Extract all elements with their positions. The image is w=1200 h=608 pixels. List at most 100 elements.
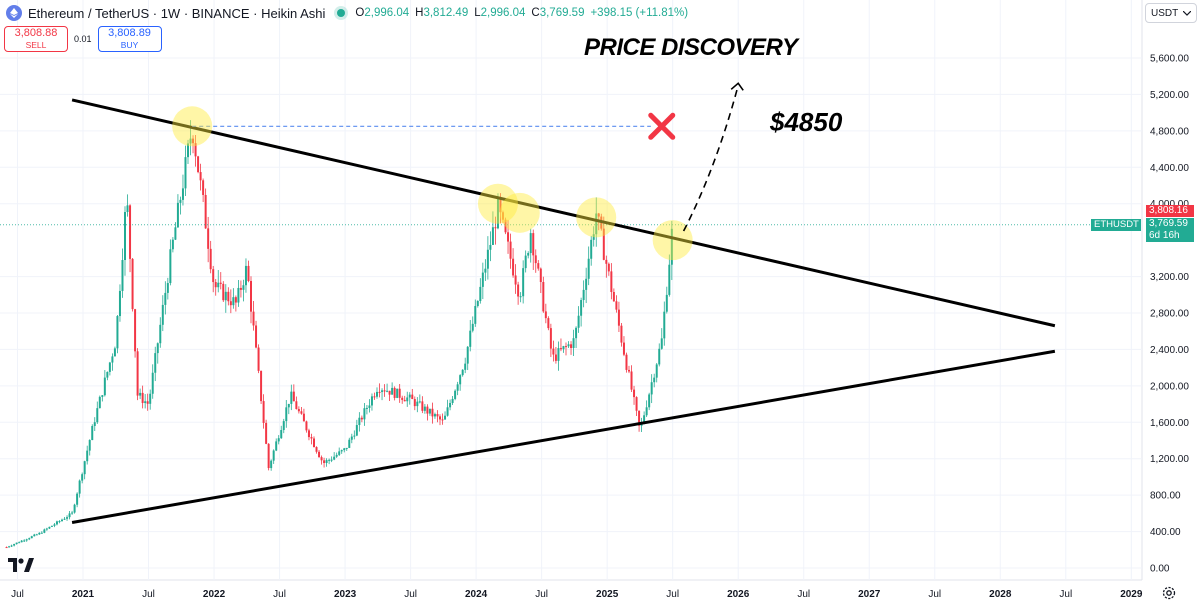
candle-body — [68, 513, 71, 518]
candle-body — [333, 456, 336, 460]
candle-body — [406, 397, 409, 402]
candle-body — [194, 143, 197, 157]
candle-body — [224, 291, 227, 301]
candle-body — [252, 311, 255, 326]
candle-body — [176, 202, 179, 228]
ohlc-high-value: 3,812.49 — [423, 7, 469, 19]
highlight-circle — [477, 183, 518, 224]
price-tick-label: 2,000.00 — [1150, 381, 1189, 392]
candle-body — [58, 521, 61, 523]
projection-arrowhead — [730, 82, 744, 91]
candle-body — [126, 205, 129, 213]
candle-body — [403, 399, 406, 402]
candle-body — [15, 542, 18, 545]
eth-icon — [6, 5, 22, 21]
candle-body — [300, 411, 303, 414]
candle-body — [653, 377, 656, 383]
candle-body — [255, 325, 258, 348]
candle-body — [207, 228, 210, 249]
candle-body — [491, 227, 494, 245]
ohlc-low-key: L — [474, 7, 481, 19]
candle-body — [446, 407, 449, 416]
candle-body — [320, 457, 323, 461]
time-axis[interactable]: Jul 2021 Jul 2022 Jul 2023 Jul 2024 Jul 2025 Jul 20… — [11, 589, 1143, 600]
candle-body — [610, 271, 613, 293]
candle-body — [325, 460, 328, 463]
price-tick-label: 0.00 — [1150, 564, 1170, 575]
price-tick-label: 400.00 — [1150, 527, 1181, 538]
candle-body — [219, 282, 222, 284]
candle-body — [96, 408, 99, 423]
candle-body — [43, 529, 46, 533]
highlight-circle — [652, 220, 693, 261]
candle-body — [134, 309, 137, 352]
candle-body — [431, 408, 434, 417]
candle-body — [620, 325, 623, 343]
candle-body — [494, 227, 497, 229]
candle-body — [343, 448, 346, 451]
ascending-trendline — [71, 349, 1056, 524]
symbol-title[interactable]: Ethereum / TetherUS · 1W · BINANCE · Hei… — [28, 5, 326, 21]
candle-body — [580, 300, 583, 316]
candle-body — [658, 348, 661, 365]
candle-body — [373, 396, 376, 398]
time-tick-label: Jul — [666, 589, 679, 600]
buy-button[interactable]: 3,808.89 BUY — [97, 26, 162, 52]
candle-body — [285, 407, 288, 422]
tradingview-logo-icon[interactable] — [8, 556, 34, 572]
candle-body — [28, 538, 31, 540]
candle-body — [353, 435, 356, 437]
candle-body — [139, 392, 142, 396]
candle-body — [242, 285, 245, 290]
price-tick-label: 1,600.00 — [1150, 418, 1189, 429]
candle-body — [313, 438, 315, 448]
candle-body — [559, 348, 562, 350]
candle-body — [464, 363, 467, 370]
candle-body — [318, 451, 321, 458]
candle-body — [8, 546, 11, 548]
candle-body — [108, 362, 111, 372]
candle-body — [25, 539, 28, 541]
candle-body — [86, 450, 89, 462]
candle-body — [71, 512, 74, 514]
candle-body — [355, 425, 358, 436]
candle-body — [270, 460, 273, 469]
candle-body — [542, 282, 545, 312]
candle-body — [416, 401, 419, 407]
price-axis[interactable]: 5,600.00 5,200.00 4,800.00 4,400.00 4,000.00… — [1150, 54, 1189, 575]
settings-gear-icon[interactable] — [1161, 585, 1177, 601]
candle-body — [602, 228, 605, 260]
chart-overlays — [0, 82, 1142, 524]
buy-label: BUY — [120, 40, 139, 51]
candle-body — [622, 342, 625, 355]
candle-body — [50, 525, 53, 527]
candle-body — [363, 408, 366, 420]
x-mark-icon — [648, 112, 676, 140]
last-price-value: 3,769.59 — [1149, 218, 1188, 229]
candle-body — [124, 212, 126, 261]
candle-body — [512, 258, 515, 276]
candle-body — [81, 474, 84, 481]
candle-body — [265, 422, 268, 444]
candle-body — [565, 346, 567, 348]
candle-body — [421, 401, 424, 411]
candle-body — [655, 364, 658, 378]
candle-body — [187, 143, 189, 158]
candle-body — [262, 401, 265, 423]
sell-label: SELL — [25, 40, 47, 51]
candle-body — [625, 354, 628, 370]
candle-body — [18, 542, 21, 544]
time-tick-label: 2024 — [465, 589, 488, 600]
candle-body — [572, 338, 575, 348]
candle-body — [151, 372, 154, 394]
candle-body — [118, 290, 121, 317]
time-tick-label: 2026 — [727, 589, 750, 600]
candle-body — [549, 328, 552, 349]
price-tick-label: 2,800.00 — [1150, 309, 1189, 320]
currency-label: USDT — [1151, 7, 1179, 19]
sell-button[interactable]: 3,808.88 SELL — [4, 26, 68, 52]
candle-body — [633, 389, 636, 398]
candle-body — [638, 410, 641, 426]
currency-selector[interactable]: USDT — [1145, 3, 1197, 23]
